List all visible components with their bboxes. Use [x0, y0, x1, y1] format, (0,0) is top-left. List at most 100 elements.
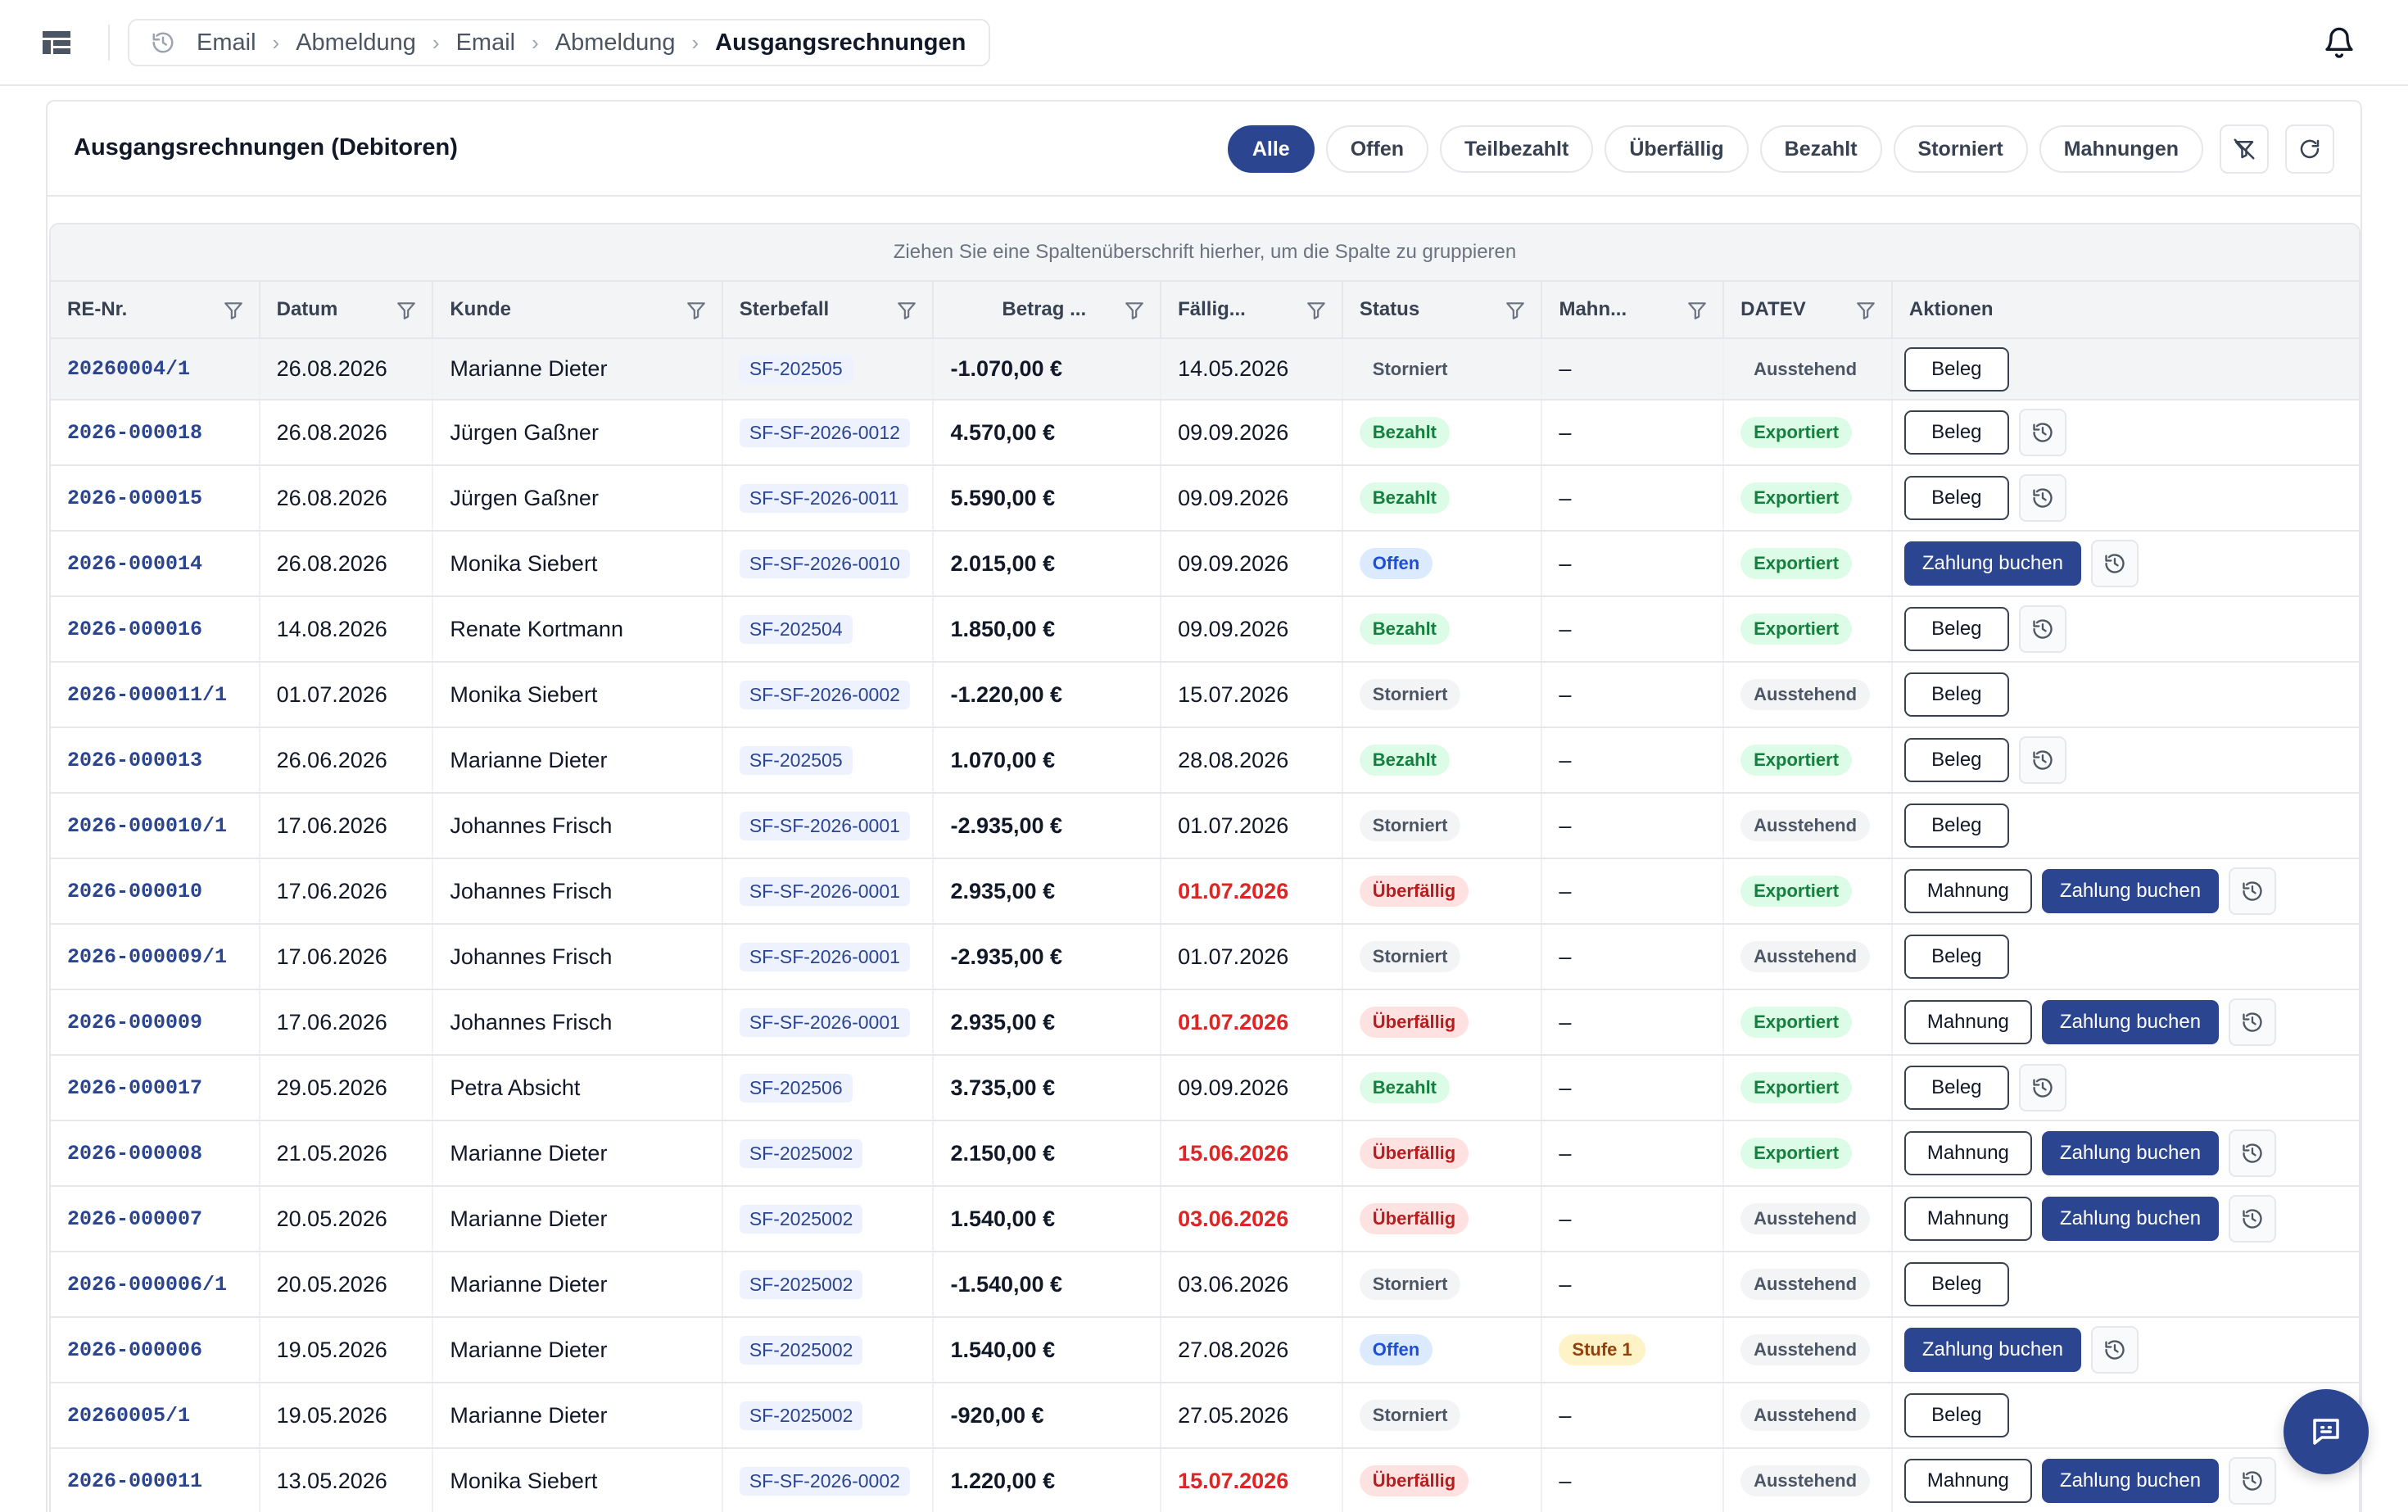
history-button[interactable] [2229, 1195, 2277, 1243]
case-id-tag[interactable]: SF-SF-2026-0001 [739, 942, 910, 971]
beleg-button[interactable]: Beleg [1903, 672, 2009, 717]
filter-bezahlt[interactable]: Bezahlt [1759, 125, 1882, 173]
zahlung-buchen-button[interactable]: Zahlung buchen [2041, 1459, 2220, 1503]
filter-alle[interactable]: Alle [1227, 125, 1315, 173]
table-row[interactable]: 2026-000009/1 17.06.2026 Johannes Frisch… [51, 925, 2359, 990]
case-id-tag[interactable]: SF-SF-2026-0001 [739, 1007, 910, 1037]
refresh-button[interactable] [2285, 124, 2334, 174]
filter-ueberfaellig[interactable]: Überfällig [1605, 125, 1749, 173]
table-row[interactable]: 20260004/1 26.08.2026 Marianne Dieter SF… [51, 339, 2359, 401]
invoice-number-link[interactable]: 2026-000008 [67, 1141, 203, 1166]
beleg-button[interactable]: Beleg [1903, 804, 2009, 848]
beleg-button[interactable]: Beleg [1903, 935, 2009, 979]
case-id-tag[interactable]: SF-SF-2026-0001 [739, 876, 910, 906]
invoice-number-link[interactable]: 20260005/1 [67, 1403, 191, 1428]
history-button[interactable] [2090, 540, 2139, 587]
invoice-number-link[interactable]: 2026-000009/1 [67, 944, 228, 969]
mahnung-button[interactable]: Mahnung [1903, 1459, 2032, 1503]
filter-mahnungen[interactable]: Mahnungen [2039, 125, 2203, 173]
history-button[interactable] [2229, 1129, 2277, 1177]
case-id-tag[interactable]: SF-2025002 [739, 1270, 863, 1299]
chat-button[interactable] [2284, 1389, 2369, 1474]
mahnung-button[interactable]: Mahnung [1903, 1131, 2032, 1175]
filter-storniert[interactable]: Storniert [1893, 125, 2028, 173]
filter-icon[interactable] [1505, 300, 1526, 321]
invoice-number-link[interactable]: 2026-000011 [67, 1469, 203, 1493]
col-datum-header[interactable]: Datum [260, 282, 434, 337]
beleg-button[interactable]: Beleg [1903, 346, 2009, 392]
sidebar-toggle-icon[interactable] [43, 31, 70, 54]
history-button[interactable] [2018, 736, 2066, 784]
case-id-tag[interactable]: SF-2025002 [739, 1204, 863, 1234]
invoice-number-link[interactable]: 2026-000015 [67, 486, 203, 510]
table-row[interactable]: 2026-000006/1 20.05.2026 Marianne Dieter… [51, 1252, 2359, 1318]
mahnung-button[interactable]: Mahnung [1903, 869, 2032, 913]
zahlung-buchen-button[interactable]: Zahlung buchen [2041, 1197, 2220, 1241]
zahlung-buchen-button[interactable]: Zahlung buchen [2041, 1000, 2220, 1044]
zahlung-buchen-button[interactable]: Zahlung buchen [1903, 541, 2081, 586]
history-button[interactable] [2090, 1326, 2139, 1374]
invoice-number-link[interactable]: 2026-000017 [67, 1075, 203, 1100]
invoice-number-link[interactable]: 20260004/1 [67, 357, 191, 381]
case-id-tag[interactable]: SF-202505 [739, 355, 853, 383]
invoice-number-link[interactable]: 2026-000007 [67, 1206, 203, 1231]
case-id-tag[interactable]: SF-SF-2026-0001 [739, 811, 910, 840]
filter-icon[interactable] [223, 300, 244, 321]
beleg-button[interactable]: Beleg [1903, 1262, 2009, 1306]
beleg-button[interactable]: Beleg [1903, 410, 2009, 455]
breadcrumb-item[interactable]: Email [455, 29, 516, 56]
clear-filter-button[interactable] [2220, 124, 2269, 174]
table-row[interactable]: 2026-000013 26.06.2026 Marianne Dieter S… [51, 728, 2359, 794]
filter-icon[interactable] [686, 300, 707, 321]
invoice-number-link[interactable]: 2026-000009 [67, 1010, 203, 1034]
mahnung-button[interactable]: Mahnung [1903, 1197, 2032, 1241]
history-icon[interactable] [151, 30, 175, 55]
table-row[interactable]: 2026-000018 26.08.2026 Jürgen Gaßner SF-… [51, 401, 2359, 466]
col-status-header[interactable]: Status [1343, 282, 1543, 337]
zahlung-buchen-button[interactable]: Zahlung buchen [2041, 1131, 2220, 1175]
table-row[interactable]: 2026-000015 26.08.2026 Jürgen Gaßner SF-… [51, 466, 2359, 532]
breadcrumb-item[interactable]: Abmeldung [296, 29, 416, 56]
beleg-button[interactable]: Beleg [1903, 1393, 2009, 1437]
history-button[interactable] [2229, 867, 2277, 915]
group-drop-area[interactable]: Ziehen Sie eine Spaltenüberschrift hierh… [51, 224, 2359, 282]
beleg-button[interactable]: Beleg [1903, 476, 2009, 520]
col-datev-header[interactable]: DATEV [1724, 282, 1893, 337]
case-id-tag[interactable]: SF-202506 [739, 1073, 853, 1102]
filter-icon[interactable] [1124, 300, 1145, 321]
filter-icon[interactable] [396, 300, 417, 321]
table-row[interactable]: 2026-000017 29.05.2026 Petra Absicht SF-… [51, 1056, 2359, 1121]
table-row[interactable]: 20260005/1 19.05.2026 Marianne Dieter SF… [51, 1383, 2359, 1449]
history-button[interactable] [2018, 605, 2066, 653]
invoice-number-link[interactable]: 2026-000013 [67, 748, 203, 772]
filter-teilbezahlt[interactable]: Teilbezahlt [1440, 125, 1594, 173]
beleg-button[interactable]: Beleg [1903, 738, 2009, 782]
history-button[interactable] [2229, 1457, 2277, 1505]
case-id-tag[interactable]: SF-202505 [739, 745, 853, 775]
table-row[interactable]: 2026-000011 13.05.2026 Monika Siebert SF… [51, 1449, 2359, 1512]
invoice-number-link[interactable]: 2026-000010/1 [67, 813, 228, 838]
col-faellig-header[interactable]: Fällig... [1161, 282, 1343, 337]
col-betrag-header[interactable]: Betrag ... [934, 282, 1162, 337]
table-row[interactable]: 2026-000014 26.08.2026 Monika Siebert SF… [51, 532, 2359, 597]
invoice-number-link[interactable]: 2026-000011/1 [67, 682, 228, 707]
table-row[interactable]: 2026-000016 14.08.2026 Renate Kortmann S… [51, 597, 2359, 663]
case-id-tag[interactable]: SF-SF-2026-0002 [739, 680, 910, 709]
table-row[interactable]: 2026-000007 20.05.2026 Marianne Dieter S… [51, 1187, 2359, 1252]
bell-icon[interactable] [2323, 25, 2356, 61]
col-mahn-header[interactable]: Mahn... [1542, 282, 1725, 337]
history-button[interactable] [2229, 998, 2277, 1046]
table-row[interactable]: 2026-000011/1 01.07.2026 Monika Siebert … [51, 663, 2359, 728]
table-row[interactable]: 2026-000008 21.05.2026 Marianne Dieter S… [51, 1121, 2359, 1187]
table-row[interactable]: 2026-000010/1 17.06.2026 Johannes Frisch… [51, 794, 2359, 859]
history-button[interactable] [2018, 1064, 2066, 1111]
beleg-button[interactable]: Beleg [1903, 1066, 2009, 1110]
col-kunde-header[interactable]: Kunde [433, 282, 723, 337]
breadcrumb-item[interactable]: Abmeldung [554, 29, 676, 56]
invoice-number-link[interactable]: 2026-000018 [67, 420, 203, 445]
invoice-number-link[interactable]: 2026-000010 [67, 879, 203, 903]
case-id-tag[interactable]: SF-2025002 [739, 1335, 863, 1365]
beleg-button[interactable]: Beleg [1903, 607, 2009, 651]
filter-icon[interactable] [896, 300, 917, 321]
col-re-nr-header[interactable]: RE-Nr. [51, 282, 260, 337]
